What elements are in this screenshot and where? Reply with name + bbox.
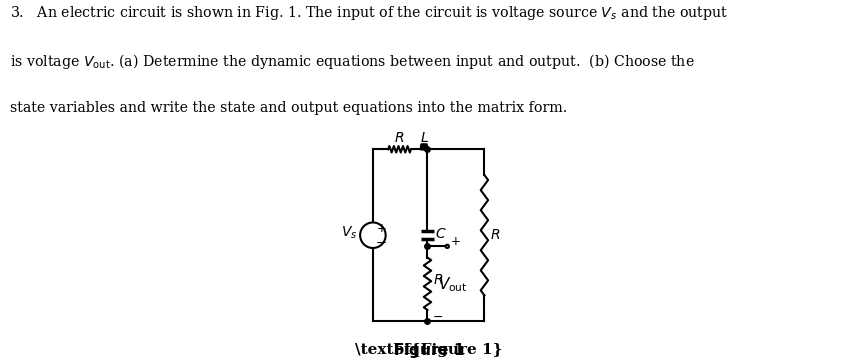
Text: $L$: $L$ (420, 131, 428, 145)
Text: $R$: $R$ (394, 131, 404, 145)
Circle shape (445, 245, 449, 248)
Text: $-$: $-$ (432, 310, 443, 323)
Text: \textbf{Figure 1}: \textbf{Figure 1} (355, 343, 502, 357)
Text: $C$: $C$ (435, 227, 447, 241)
Text: $V_{\mathrm{out}}$: $V_{\mathrm{out}}$ (438, 276, 467, 294)
Text: $+$: $+$ (449, 235, 460, 248)
Text: $+$: $+$ (376, 222, 387, 235)
Text: $V_s$: $V_s$ (342, 224, 358, 241)
Text: $R$: $R$ (432, 273, 443, 287)
Text: $-$: $-$ (375, 236, 387, 249)
Text: 3.   An electric circuit is shown in Fig. 1. The input of the circuit is voltage: 3. An electric circuit is shown in Fig. … (10, 4, 728, 22)
Text: $R$: $R$ (489, 228, 499, 242)
Text: state variables and write the state and output equations into the matrix form.: state variables and write the state and … (10, 101, 567, 115)
Text: $\bf{Figure\ 1}$: $\bf{Figure\ 1}$ (393, 341, 465, 360)
Text: is voltage $V_{\mathrm{out}}$. (a) Determine the dynamic equations between input: is voltage $V_{\mathrm{out}}$. (a) Deter… (10, 52, 695, 71)
